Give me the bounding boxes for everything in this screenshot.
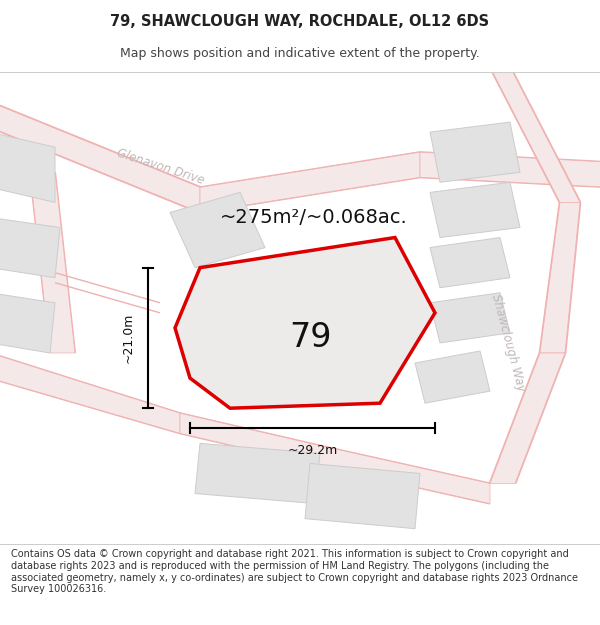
Polygon shape bbox=[0, 217, 60, 278]
Polygon shape bbox=[540, 202, 580, 353]
Polygon shape bbox=[180, 413, 310, 463]
Text: Contains OS data © Crown copyright and database right 2021. This information is : Contains OS data © Crown copyright and d… bbox=[11, 549, 578, 594]
Polygon shape bbox=[430, 122, 520, 182]
Polygon shape bbox=[170, 192, 265, 268]
Polygon shape bbox=[490, 353, 565, 484]
Polygon shape bbox=[30, 173, 75, 353]
Polygon shape bbox=[200, 152, 420, 213]
Polygon shape bbox=[430, 238, 510, 288]
Polygon shape bbox=[0, 292, 55, 353]
Text: 79, SHAWCLOUGH WAY, ROCHDALE, OL12 6DS: 79, SHAWCLOUGH WAY, ROCHDALE, OL12 6DS bbox=[110, 14, 490, 29]
Polygon shape bbox=[490, 67, 580, 203]
Polygon shape bbox=[415, 351, 490, 403]
Polygon shape bbox=[0, 353, 180, 433]
Polygon shape bbox=[430, 182, 520, 238]
Polygon shape bbox=[430, 292, 510, 343]
Text: Shawclough Way: Shawclough Way bbox=[489, 292, 527, 393]
Polygon shape bbox=[305, 463, 420, 529]
Polygon shape bbox=[0, 102, 200, 212]
Text: ~275m²/~0.068ac.: ~275m²/~0.068ac. bbox=[220, 208, 408, 227]
Text: ~21.0m: ~21.0m bbox=[121, 312, 134, 363]
Text: 79: 79 bbox=[289, 321, 331, 354]
Text: Map shows position and indicative extent of the property.: Map shows position and indicative extent… bbox=[120, 48, 480, 61]
Polygon shape bbox=[310, 443, 490, 504]
Polygon shape bbox=[420, 152, 600, 188]
Text: Glenavon Drive: Glenavon Drive bbox=[115, 147, 205, 188]
Polygon shape bbox=[175, 238, 435, 408]
Polygon shape bbox=[195, 443, 320, 504]
Polygon shape bbox=[275, 258, 390, 373]
Polygon shape bbox=[0, 132, 55, 202]
Text: ~29.2m: ~29.2m bbox=[287, 444, 338, 457]
